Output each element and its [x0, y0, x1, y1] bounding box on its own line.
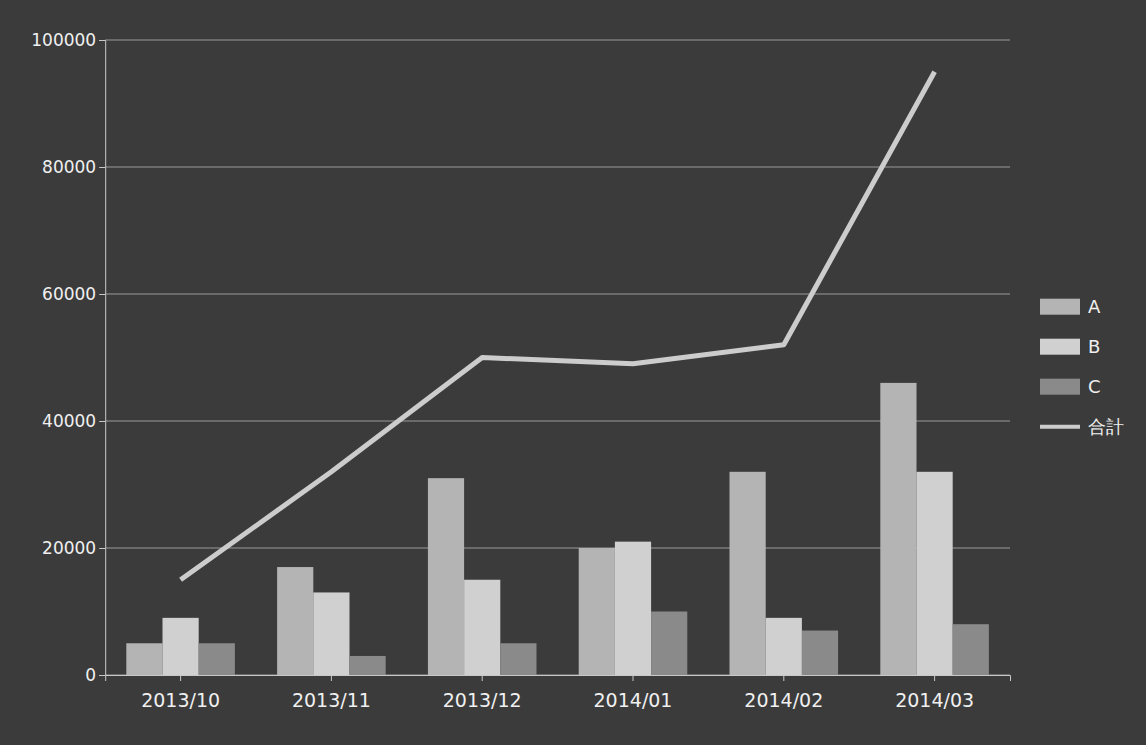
- bar: [953, 624, 989, 675]
- x-axis: 2013/10 2013/11 2013/12 2014/01 2014/02 2014/…: [106, 675, 1011, 711]
- legend-label: 合計: [1088, 416, 1124, 437]
- y-tick-mark: [99, 167, 105, 168]
- legend-swatch: [1040, 299, 1080, 315]
- x-tick-label: 2014/01: [594, 689, 673, 711]
- bar: [277, 567, 313, 675]
- y-tick-mark: [99, 40, 105, 41]
- x-tick: 2013/12: [443, 675, 522, 711]
- background: [0, 0, 1146, 745]
- y-tick-label: 0: [85, 665, 96, 685]
- legend-item: B: [1040, 336, 1100, 357]
- grid-line: [105, 40, 1010, 41]
- bar: [766, 618, 802, 675]
- y-tick-label: 80000: [42, 157, 96, 177]
- x-tick: 2014/01: [594, 675, 673, 711]
- bar: [579, 548, 615, 675]
- y-tick: 20000: [42, 538, 105, 558]
- x-tick-mark: [783, 675, 784, 681]
- bar: [349, 656, 385, 675]
- grid-line: [105, 548, 1010, 549]
- y-tick: 100000: [31, 30, 105, 50]
- x-tick-label: 2013/11: [292, 689, 371, 711]
- legend-item: 合計: [1040, 416, 1124, 437]
- legend-swatch: [1040, 339, 1080, 355]
- grid-line: [105, 167, 1010, 168]
- bar-series: [199, 612, 989, 676]
- y-tick: 40000: [42, 411, 105, 431]
- bar: [199, 643, 235, 675]
- grid-line: [105, 421, 1010, 422]
- grid: [105, 40, 1010, 675]
- bar: [428, 478, 464, 675]
- y-tick-label: 20000: [42, 538, 96, 558]
- y-tick-mark: [99, 421, 105, 422]
- plot: 0200004000060000800001000002013/102013/1…: [31, 30, 1010, 711]
- y-axis: 0 20000 40000 60000 80000 100000: [31, 30, 105, 685]
- bar: [313, 592, 349, 675]
- x-tick: 2013/11: [292, 675, 371, 711]
- marks: [126, 72, 989, 675]
- y-tick: 60000: [42, 284, 105, 304]
- y-axis-line: [99, 41, 106, 676]
- legend-swatch: [1040, 379, 1080, 395]
- x-tick-mark: [331, 675, 332, 681]
- bar: [880, 383, 916, 675]
- bar: [802, 631, 838, 675]
- x-tick-label: 2013/10: [141, 689, 220, 711]
- bar: [464, 580, 500, 675]
- bar: [615, 542, 651, 675]
- bar: [500, 643, 536, 675]
- x-tick-mark: [934, 675, 935, 681]
- x-tick-label: 2013/12: [443, 689, 522, 711]
- x-tick: 2014/02: [744, 675, 823, 711]
- x-axis-line: [106, 676, 1011, 682]
- x-tick-mark: [180, 675, 181, 681]
- grid-line: [105, 294, 1010, 295]
- bar-series: [126, 383, 916, 675]
- line: [181, 72, 935, 580]
- bar-series: [163, 472, 953, 675]
- chart: 0200004000060000800001000002013/102013/1…: [0, 0, 1146, 745]
- y-tick-mark: [99, 294, 105, 295]
- x-tick: 2013/10: [141, 675, 220, 711]
- y-tick-mark: [99, 675, 105, 676]
- x-tick-mark: [482, 675, 483, 681]
- bar: [651, 612, 687, 676]
- bar: [730, 472, 766, 675]
- y-tick-mark: [99, 548, 105, 549]
- bar: [163, 618, 199, 675]
- x-tick-mark: [633, 675, 634, 681]
- legend-item: A: [1040, 296, 1101, 317]
- y-tick-label: 40000: [42, 411, 96, 431]
- legend: ABC 合計: [1040, 296, 1124, 437]
- legend-label: B: [1088, 336, 1100, 357]
- y-tick-label: 100000: [31, 30, 96, 50]
- legend-label: C: [1088, 376, 1101, 397]
- y-tick-label: 60000: [42, 284, 96, 304]
- x-tick-label: 2014/02: [744, 689, 823, 711]
- legend-label: A: [1088, 296, 1101, 317]
- bar: [917, 472, 953, 675]
- legend-swatch: [1040, 425, 1080, 429]
- x-tick: 2014/03: [895, 675, 974, 711]
- legend-item: C: [1040, 376, 1101, 397]
- x-tick-label: 2014/03: [895, 689, 974, 711]
- bar: [126, 643, 162, 675]
- y-tick: 0: [85, 665, 105, 685]
- y-tick: 80000: [42, 157, 105, 177]
